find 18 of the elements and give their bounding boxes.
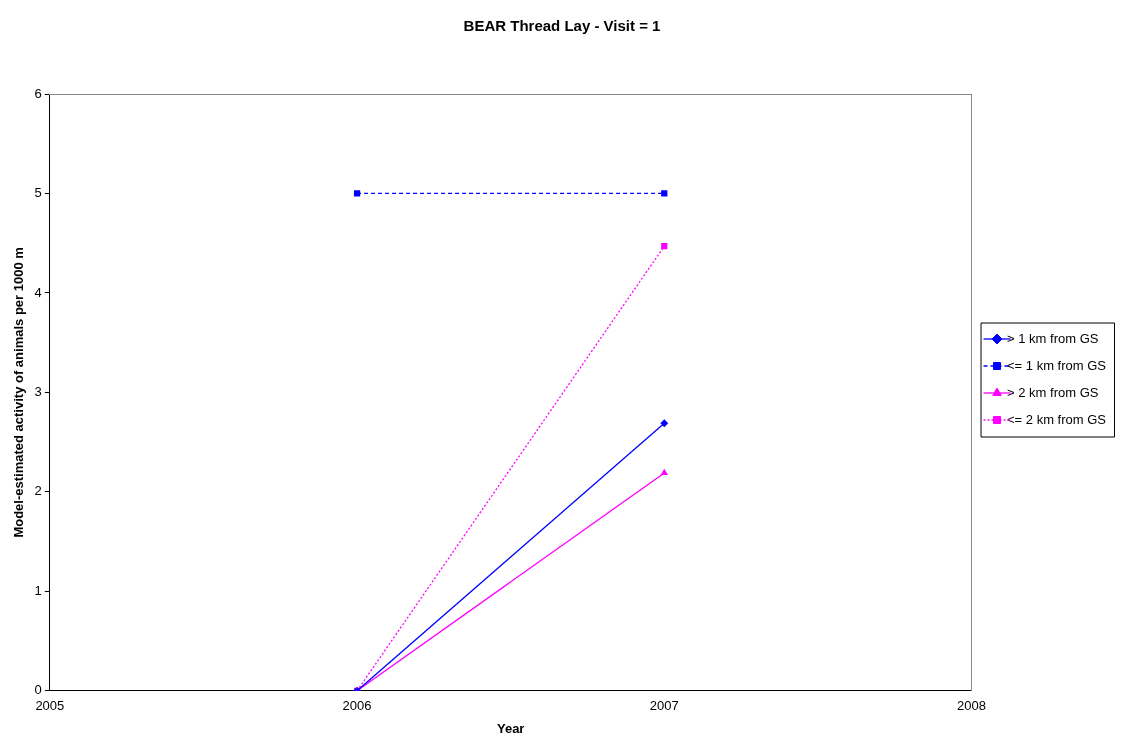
legend-label: > 2 km from GS [1007,384,1099,400]
x-tick-label: 2008 [957,698,986,714]
x-tick-label: 2007 [649,698,679,714]
y-tick-label: 1 [34,582,42,598]
x-axis-title: Year [496,720,525,736]
y-axis-title: Model-estimated activity of animals per 1000 m [11,247,27,538]
chart-title: BEAR Thread Lay - Visit = 1 [463,17,661,35]
x-tick-label: 2006 [342,698,372,714]
legend-label: <= 1 km from GS [1007,357,1107,373]
y-tick-label: 3 [34,383,42,399]
y-tick-label: 2 [34,483,42,499]
y-tick-label: 5 [34,185,42,201]
legend-label: <= 2 km from GS [1007,411,1107,427]
y-tick-label: 0 [34,682,42,698]
legend-label: > 1 km from GS [1007,330,1099,346]
y-tick-label: 4 [34,284,42,300]
x-tick-label: 2005 [35,698,65,714]
y-tick-label: 6 [34,85,42,101]
